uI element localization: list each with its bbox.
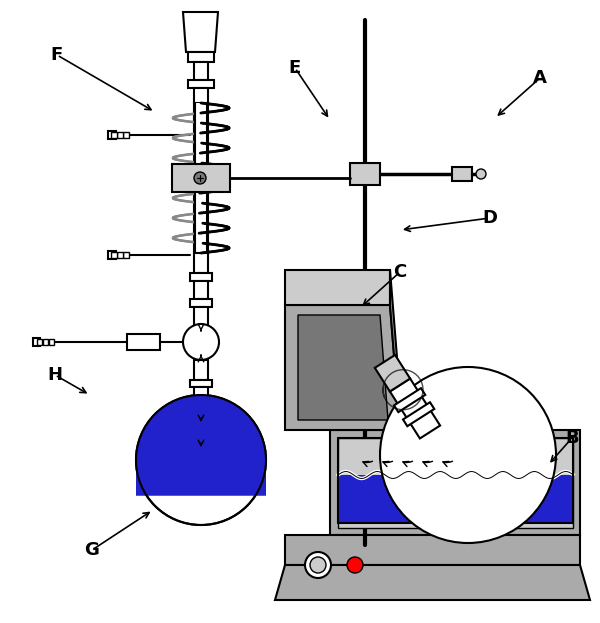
Bar bbox=[338, 438, 573, 528]
Bar bbox=[123, 252, 129, 258]
Bar bbox=[195, 103, 207, 253]
Bar bbox=[194, 253, 208, 273]
Bar bbox=[190, 273, 212, 281]
Bar bbox=[194, 62, 208, 80]
Bar bbox=[190, 380, 212, 387]
Circle shape bbox=[476, 169, 486, 179]
Bar bbox=[194, 360, 208, 380]
Bar bbox=[330, 430, 580, 535]
Bar bbox=[190, 299, 212, 307]
Bar bbox=[123, 132, 129, 138]
Circle shape bbox=[347, 557, 363, 573]
Bar bbox=[350, 163, 380, 185]
Text: A: A bbox=[533, 69, 547, 87]
Bar bbox=[127, 334, 160, 350]
Bar bbox=[194, 88, 208, 103]
Text: H: H bbox=[47, 366, 62, 384]
Bar bbox=[338, 475, 573, 523]
Bar bbox=[108, 251, 116, 259]
Bar bbox=[194, 387, 208, 405]
Bar bbox=[194, 103, 208, 253]
Polygon shape bbox=[298, 315, 388, 420]
Bar bbox=[117, 132, 123, 138]
Polygon shape bbox=[285, 270, 390, 305]
Bar bbox=[285, 535, 580, 565]
Text: D: D bbox=[482, 209, 497, 227]
Circle shape bbox=[305, 552, 331, 578]
Bar bbox=[194, 307, 208, 327]
Polygon shape bbox=[375, 355, 410, 391]
Bar bbox=[33, 338, 40, 346]
Bar bbox=[111, 252, 117, 258]
Bar bbox=[452, 167, 472, 181]
Polygon shape bbox=[275, 565, 590, 600]
Text: E: E bbox=[289, 59, 301, 77]
Polygon shape bbox=[403, 402, 434, 426]
Bar bbox=[111, 132, 117, 138]
Circle shape bbox=[310, 557, 326, 573]
Text: G: G bbox=[85, 541, 100, 559]
Text: F: F bbox=[51, 46, 63, 64]
Text: B: B bbox=[565, 429, 579, 447]
Circle shape bbox=[380, 367, 556, 543]
Polygon shape bbox=[394, 388, 425, 412]
Bar bbox=[43, 339, 48, 345]
Text: C: C bbox=[394, 263, 407, 281]
Polygon shape bbox=[285, 305, 400, 430]
Bar bbox=[172, 164, 230, 192]
Circle shape bbox=[194, 172, 206, 184]
Bar bbox=[108, 131, 116, 139]
Circle shape bbox=[183, 324, 219, 360]
Bar bbox=[49, 339, 54, 345]
Circle shape bbox=[136, 395, 266, 525]
Bar bbox=[194, 281, 208, 299]
Bar bbox=[188, 80, 214, 88]
Polygon shape bbox=[136, 395, 266, 496]
Bar bbox=[37, 339, 42, 345]
Polygon shape bbox=[390, 379, 440, 439]
Polygon shape bbox=[390, 270, 400, 430]
Bar bbox=[117, 252, 123, 258]
Polygon shape bbox=[183, 12, 218, 52]
Bar bbox=[188, 52, 214, 62]
